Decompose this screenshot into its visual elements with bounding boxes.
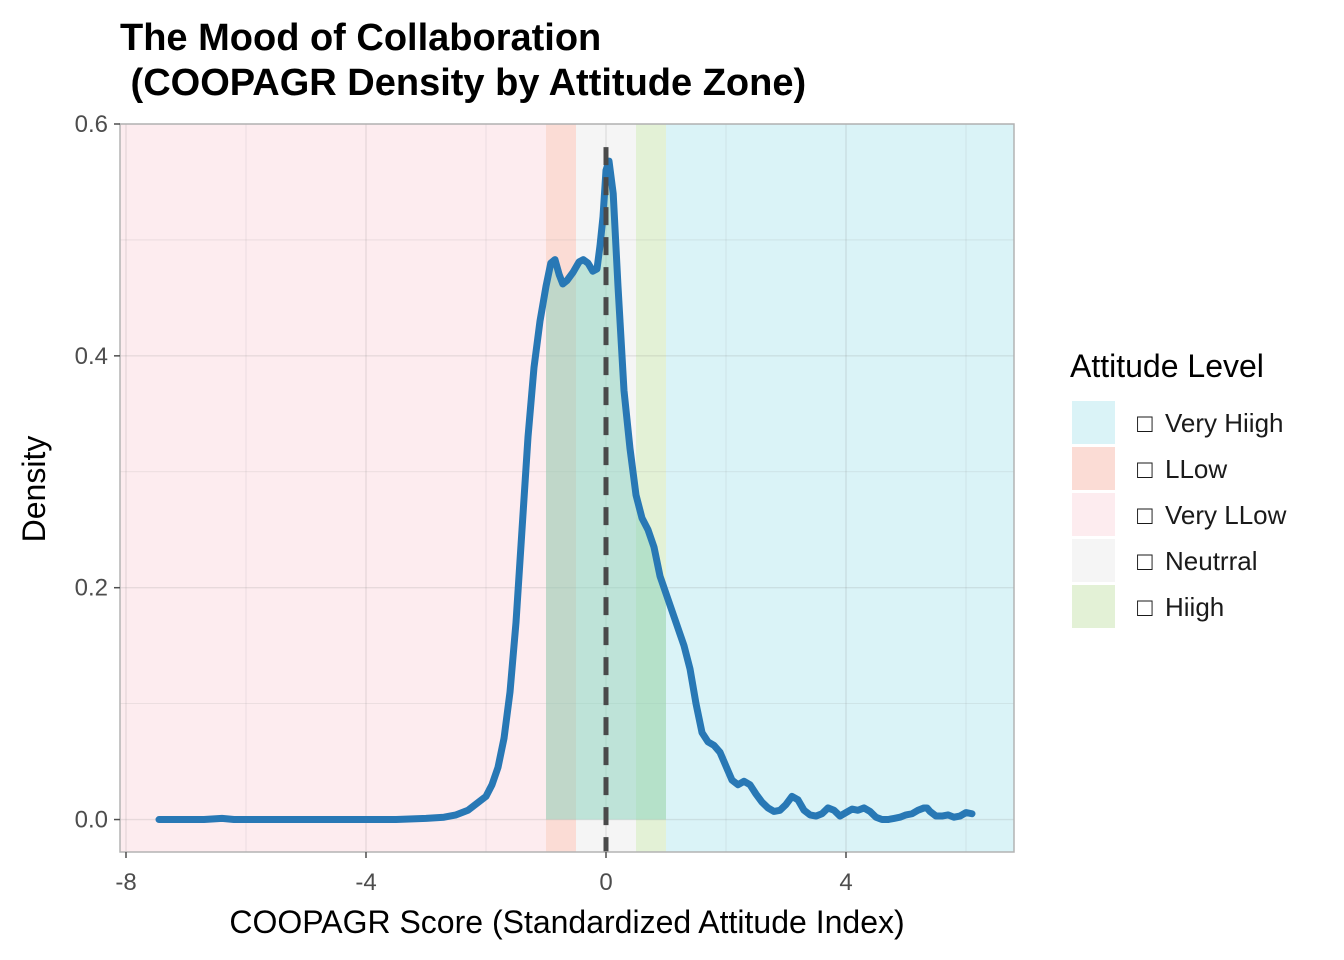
x-axis-ticks: -8 -4 0 4 <box>115 852 853 896</box>
y-tick-label: 0.0 <box>75 807 108 834</box>
legend-box-icon: □ <box>1137 454 1153 484</box>
legend-swatch <box>1072 585 1115 628</box>
x-tick-label: -4 <box>355 869 376 896</box>
legend-entry: □ LLow <box>1072 447 1227 490</box>
legend-label: LLow <box>1165 454 1227 484</box>
y-axis-label: Density <box>16 436 52 543</box>
x-axis-label: COOPAGR Score (Standardized Attitude Ind… <box>229 904 904 940</box>
zone-bands <box>120 124 1014 852</box>
density-line-layer <box>155 157 976 824</box>
legend-entries: □ Very Hiigh □ LLow □ Very LLow □ Neutrral □ Hiig… <box>1072 401 1287 628</box>
zone-band-very-llow <box>120 124 546 852</box>
chart-title-line2: (COOPAGR Density by Attitude Zone) <box>120 62 806 104</box>
legend-swatch <box>1072 493 1115 536</box>
legend-box-icon: □ <box>1137 500 1153 530</box>
legend-box-icon: □ <box>1137 592 1153 622</box>
y-axis-ticks: 0.0 0.2 0.4 0.6 <box>75 111 120 834</box>
legend-title: Attitude Level <box>1070 348 1264 384</box>
legend-label: Very Hiigh <box>1165 408 1284 438</box>
legend-entry: □ Very Hiigh <box>1072 401 1284 444</box>
legend-box-icon: □ <box>1137 546 1153 576</box>
legend-label: Very LLow <box>1165 500 1287 530</box>
legend-swatch <box>1072 447 1115 490</box>
y-tick-label: 0.2 <box>75 575 108 602</box>
legend-swatch <box>1072 539 1115 582</box>
legend-entry: □ Very LLow <box>1072 493 1287 536</box>
x-tick-label: -8 <box>115 869 136 896</box>
legend: Attitude Level □ Very Hiigh □ LLow □ Very LLo… <box>1070 348 1287 628</box>
legend-label: Neutrral <box>1165 546 1257 576</box>
y-tick-label: 0.4 <box>75 343 108 370</box>
x-tick-label: 0 <box>599 869 612 896</box>
zone-band-very-hiigh <box>666 124 1014 852</box>
legend-label: Hiigh <box>1165 592 1224 622</box>
legend-entry: □ Hiigh <box>1072 585 1224 628</box>
legend-box-icon: □ <box>1137 408 1153 438</box>
y-tick-label: 0.6 <box>75 111 108 138</box>
panel-border <box>119 123 1015 853</box>
chart-title-line1: The Mood of Collaboration <box>120 17 601 59</box>
legend-entry: □ Neutrral <box>1072 539 1257 582</box>
x-tick-label: 4 <box>839 869 852 896</box>
legend-swatch <box>1072 401 1115 444</box>
density-line <box>155 157 976 824</box>
